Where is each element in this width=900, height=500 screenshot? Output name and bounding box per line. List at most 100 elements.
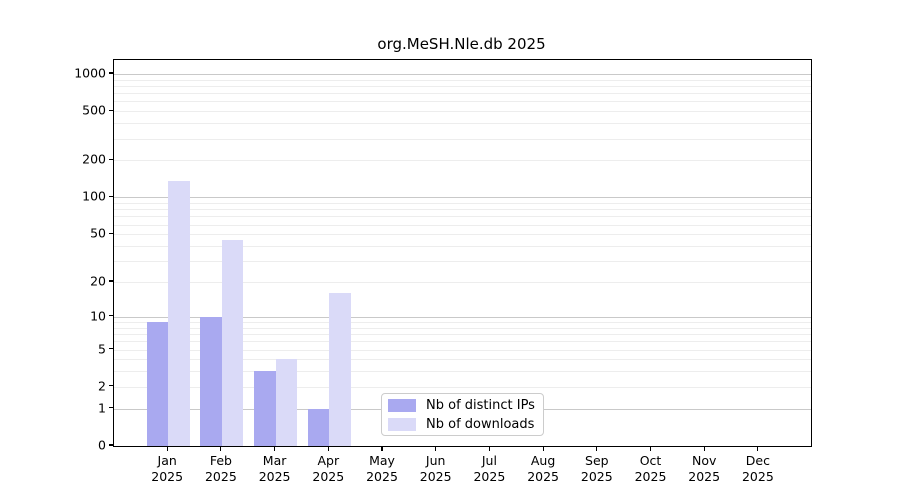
y-tick-mark bbox=[108, 315, 113, 317]
x-tick-label: Dec 2025 bbox=[723, 453, 793, 485]
distinct-ips-swatch bbox=[388, 398, 416, 412]
y-tick-mark bbox=[108, 280, 113, 282]
minor-gridline bbox=[114, 359, 811, 361]
x-tick-label: Oct 2025 bbox=[616, 453, 686, 485]
x-tick-mark bbox=[542, 446, 544, 451]
x-tick-year: 2025 bbox=[312, 469, 345, 484]
minor-gridline bbox=[114, 123, 811, 125]
minor-gridline bbox=[114, 79, 811, 81]
bar-distinct-ips bbox=[146, 322, 169, 446]
y-tick-label: 100 bbox=[82, 188, 106, 204]
major-gridline bbox=[114, 197, 811, 199]
x-tick-mark bbox=[703, 446, 705, 451]
x-tick-month: Jul bbox=[481, 453, 497, 468]
bar-downloads bbox=[275, 359, 298, 446]
minor-gridline bbox=[114, 85, 811, 87]
y-tick-mark bbox=[108, 444, 113, 446]
bar-distinct-ips bbox=[200, 316, 222, 446]
bar-distinct-ips bbox=[307, 408, 330, 446]
minor-gridline bbox=[114, 334, 811, 336]
legend-entry-distinct-ips: Nb of distinct IPs bbox=[382, 397, 543, 413]
minor-gridline bbox=[114, 138, 811, 140]
minor-gridline bbox=[114, 246, 811, 247]
x-tick-year: 2025 bbox=[580, 469, 613, 484]
bar-downloads bbox=[329, 293, 351, 446]
y-tick-label: 2 bbox=[98, 378, 106, 394]
minor-gridline bbox=[114, 341, 811, 343]
x-tick-month: Aug bbox=[530, 453, 556, 468]
legend-entry-downloads: Nb of downloads bbox=[382, 416, 543, 432]
downloads-swatch bbox=[388, 417, 416, 431]
minor-gridline bbox=[114, 224, 811, 226]
x-tick-label: Mar 2025 bbox=[240, 453, 310, 485]
major-gridline bbox=[114, 73, 811, 75]
minor-gridline bbox=[114, 261, 811, 263]
x-tick-month: Apr bbox=[317, 453, 340, 468]
x-tick-mark bbox=[757, 446, 759, 451]
x-tick-label: Apr 2025 bbox=[293, 453, 363, 485]
x-tick-month: May bbox=[369, 453, 395, 468]
x-tick-mark bbox=[381, 446, 383, 451]
x-tick-year: 2025 bbox=[527, 469, 559, 484]
x-tick-mark bbox=[649, 446, 652, 451]
minor-gridline bbox=[114, 216, 811, 218]
bar-distinct-ips bbox=[254, 371, 276, 446]
y-tick-label: 0 bbox=[98, 437, 106, 453]
y-tick-label: 500 bbox=[82, 102, 106, 118]
x-tick-label: May 2025 bbox=[347, 453, 417, 485]
x-tick-year: 2025 bbox=[741, 469, 774, 484]
y-tick-mark bbox=[108, 385, 113, 387]
x-tick-mark bbox=[488, 446, 490, 451]
bar-downloads bbox=[168, 181, 190, 446]
minor-gridline bbox=[114, 203, 811, 205]
x-tick-label: Jan 2025 bbox=[132, 453, 202, 485]
bar-downloads bbox=[221, 239, 244, 446]
minor-gridline bbox=[114, 160, 811, 162]
x-tick-label: Aug 2025 bbox=[508, 453, 578, 485]
x-tick-label: Jun 2025 bbox=[401, 453, 471, 485]
x-tick-year: 2025 bbox=[473, 469, 506, 484]
x-tick-year: 2025 bbox=[688, 469, 721, 484]
y-tick-label: 50 bbox=[90, 225, 106, 241]
x-tick-month: Dec bbox=[745, 453, 770, 468]
x-tick-month: Sep bbox=[585, 453, 609, 468]
chart-title: org.MeSH.Nle.db 2025 bbox=[377, 35, 546, 53]
x-tick-month: Oct bbox=[639, 453, 662, 468]
legend-label-distinct-ips: Nb of distinct IPs bbox=[426, 397, 535, 413]
x-tick-year: 2025 bbox=[204, 469, 237, 484]
x-tick-year: 2025 bbox=[258, 469, 291, 484]
x-tick-mark bbox=[166, 446, 168, 451]
minor-gridline bbox=[114, 93, 811, 95]
y-tick-label: 200 bbox=[82, 151, 106, 167]
x-tick-year: 2025 bbox=[366, 469, 398, 484]
x-tick-month: Jan bbox=[157, 453, 177, 468]
legend-label-downloads: Nb of downloads bbox=[426, 416, 535, 432]
x-tick-month: Nov bbox=[691, 453, 717, 468]
x-tick-mark bbox=[596, 446, 598, 451]
minor-gridline bbox=[114, 371, 811, 373]
x-tick-month: Mar bbox=[262, 453, 287, 468]
x-tick-label: Feb 2025 bbox=[186, 453, 256, 485]
y-tick-mark bbox=[108, 232, 113, 234]
chart-legend: Nb of distinct IPs Nb of downloads bbox=[381, 393, 544, 436]
x-tick-mark bbox=[435, 446, 437, 451]
major-gridline bbox=[114, 316, 811, 318]
x-tick-label: Jul 2025 bbox=[454, 453, 524, 485]
minor-gridline bbox=[114, 282, 811, 284]
x-tick-year: 2025 bbox=[419, 469, 452, 484]
y-tick-label: 20 bbox=[90, 273, 106, 289]
minor-gridline bbox=[114, 111, 811, 113]
y-tick-mark bbox=[108, 347, 113, 350]
y-tick-mark bbox=[108, 72, 113, 74]
x-tick-mark bbox=[274, 446, 276, 451]
x-tick-month: Jun bbox=[425, 453, 446, 468]
x-tick-year: 2025 bbox=[151, 469, 184, 484]
y-tick-label: 1000 bbox=[74, 65, 106, 81]
y-tick-label: 1 bbox=[98, 400, 106, 416]
minor-gridline bbox=[114, 327, 811, 329]
x-tick-month: Feb bbox=[209, 453, 232, 468]
minor-gridline bbox=[114, 101, 811, 103]
minor-gridline bbox=[114, 234, 811, 236]
y-tick-mark bbox=[108, 407, 113, 409]
